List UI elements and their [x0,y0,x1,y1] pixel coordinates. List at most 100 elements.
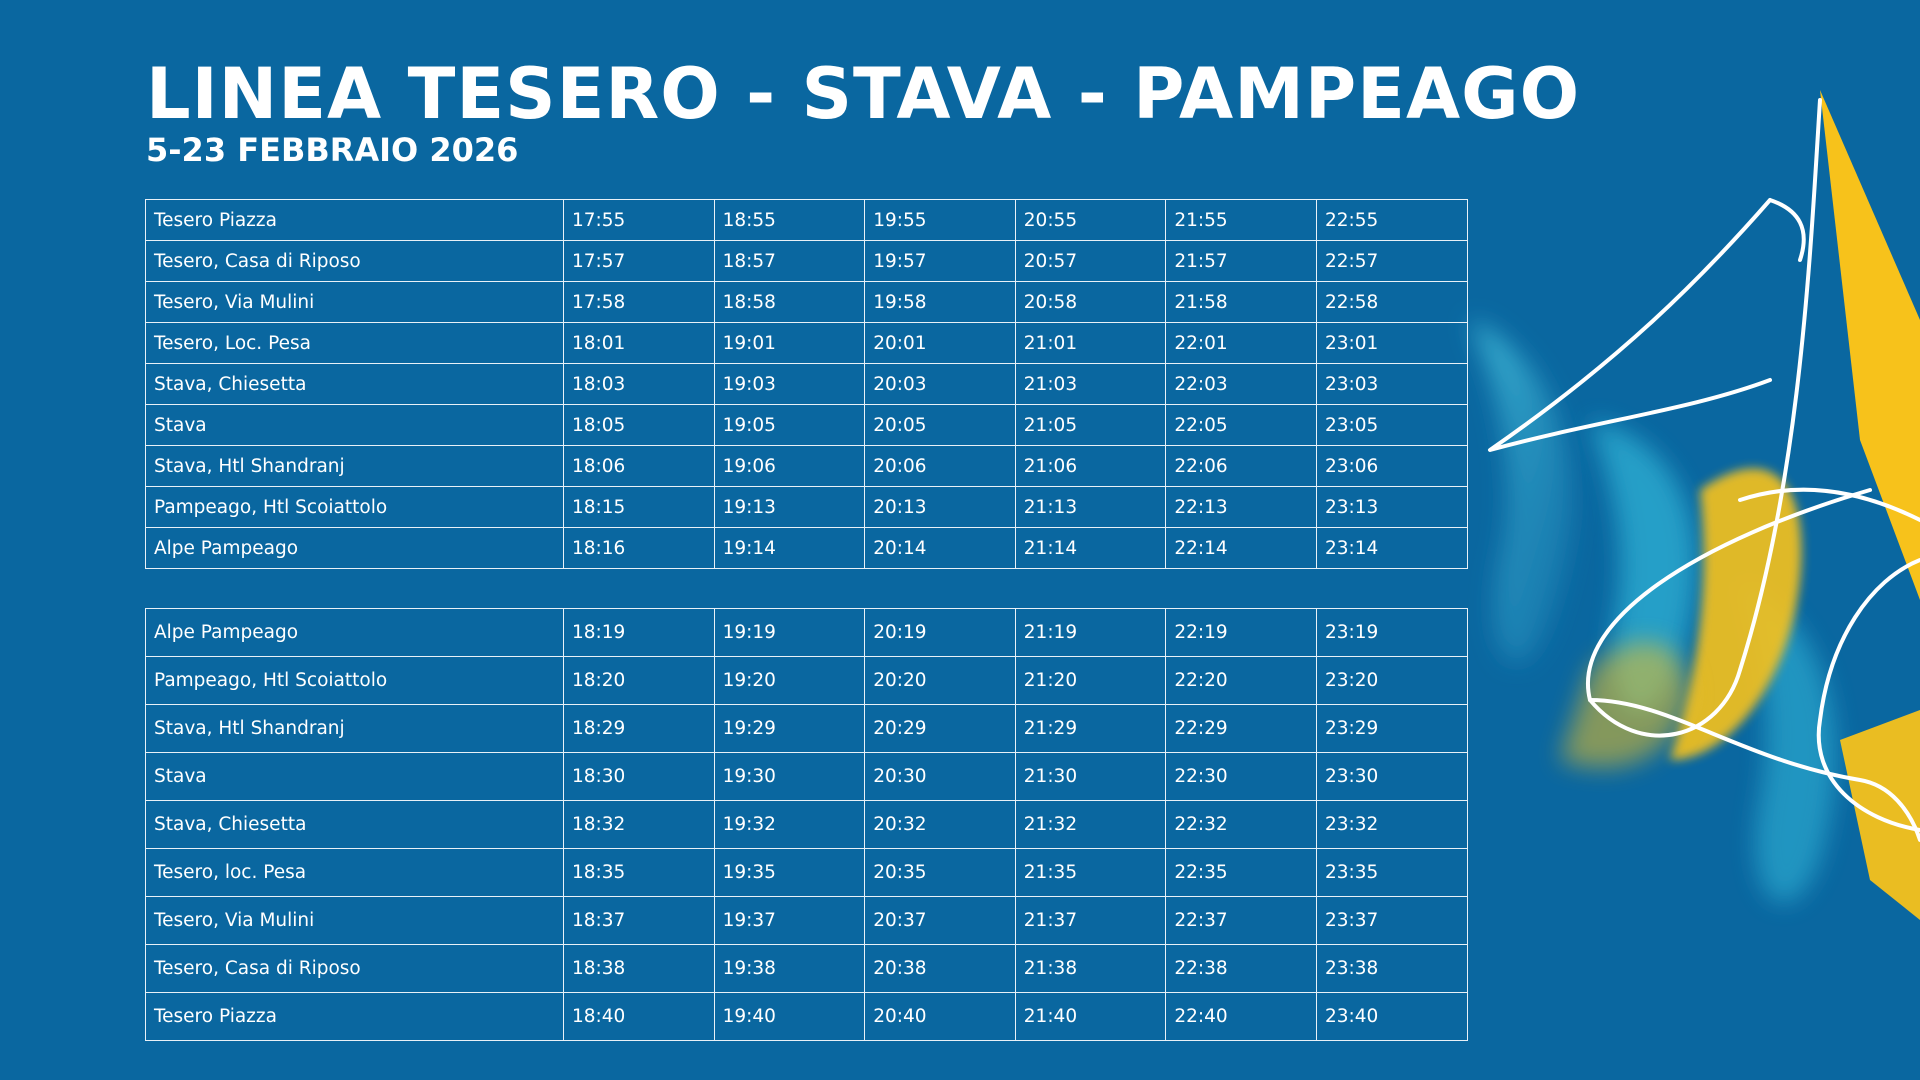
date-range: 5-23 FEBBRAIO 2026 [146,131,519,169]
departure-time-cell: 22:19 [1165,608,1317,657]
departure-time-cell: 21:32 [1014,800,1167,849]
departure-time-cell: 21:13 [1014,486,1167,528]
departure-time-cell: 20:03 [864,363,1016,405]
table-row: Tesero, Loc. Pesa 18:01 19:01 20:01 21:01 22:… [145,322,1468,364]
departure-time-cell: 18:55 [713,199,866,241]
departure-time-cell: 21:19 [1014,608,1167,657]
departure-time-cell: 22:35 [1165,848,1317,897]
departure-time-cell: 22:06 [1165,445,1317,487]
departure-time-cell: 21:05 [1014,404,1167,446]
departure-time-cell: 20:14 [864,527,1016,569]
departure-time-cell: 19:19 [713,608,866,657]
departure-time-cell: 22:32 [1165,800,1317,849]
departure-time-cell: 17:57 [563,240,715,282]
departure-time-cell: 18:06 [563,445,715,487]
departure-time-cell: 20:38 [864,944,1016,993]
table-row: Alpe Pampeago 18:19 19:19 20:19 21:19 22:19 23… [145,608,1468,657]
table-row: Stava, Htl Shandranj 18:06 19:06 20:06 21:06… [145,445,1468,487]
table-row: Stava 18:05 19:05 20:05 21:05 22:05 23:05 [145,404,1468,446]
table-row: Stava, Chiesetta 18:03 19:03 20:03 21:03 22:0… [145,363,1468,405]
return-timetable: Alpe Pampeago 18:19 19:19 20:19 21:19 22:19 23… [145,608,1468,1041]
stop-name-cell: Stava [145,752,564,801]
departure-time-cell: 23:14 [1315,527,1468,569]
departure-time-cell: 20:57 [1014,240,1167,282]
table-row: Stava, Chiesetta 18:32 19:32 20:32 21:32 22:3… [145,800,1468,849]
departure-time-cell: 21:58 [1165,281,1317,323]
stop-name-cell: Tesero, Casa di Riposo [145,240,564,282]
departure-time-cell: 20:29 [864,704,1016,753]
departure-time-cell: 21:30 [1014,752,1167,801]
yellow-shape [1820,90,1920,600]
stop-name-cell: Tesero, Via Mulini [145,281,564,323]
table-row: Tesero, Casa di Riposo 18:38 19:38 20:38 21:… [145,944,1468,993]
departure-time-cell: 22:57 [1315,240,1468,282]
departure-time-cell: 18:37 [563,896,715,945]
departure-time-cell: 19:14 [713,527,866,569]
departure-time-cell: 23:38 [1315,944,1468,993]
departure-time-cell: 22:38 [1165,944,1317,993]
outbound-timetable: Tesero Piazza 17:55 18:55 19:55 20:55 21:55 22… [145,199,1468,569]
departure-time-cell: 22:05 [1165,404,1317,446]
white-ribbon-lines [1488,98,1920,842]
yellow-shape [1840,710,1920,920]
table-row: Tesero, Casa di Riposo 17:57 18:57 19:57 20:… [145,240,1468,282]
table-row: Pampeago, Htl Scoiattolo 18:15 19:13 20:13 2… [145,486,1468,528]
departure-time-cell: 19:35 [713,848,866,897]
stop-name-cell: Stava [145,404,564,446]
stop-name-cell: Pampeago, Htl Scoiattolo [145,486,564,528]
departure-time-cell: 19:03 [713,363,866,405]
departure-time-cell: 20:06 [864,445,1016,487]
departure-time-cell: 23:35 [1315,848,1468,897]
departure-time-cell: 18:58 [713,281,866,323]
table-row: Alpe Pampeago 18:16 19:14 20:14 21:14 22:14 23… [145,527,1468,569]
departure-time-cell: 23:20 [1315,656,1468,705]
departure-time-cell: 18:16 [563,527,715,569]
departure-time-cell: 22:40 [1165,992,1317,1041]
departure-time-cell: 21:01 [1014,322,1167,364]
abstract-ribbon-graphic [1470,90,1920,920]
departure-time-cell: 21:03 [1014,363,1167,405]
stop-name-cell: Tesero Piazza [145,992,564,1041]
stop-name-cell: Tesero, loc. Pesa [145,848,564,897]
cyan-shape [1470,320,1572,663]
departure-time-cell: 23:06 [1315,445,1468,487]
departure-time-cell: 18:38 [563,944,715,993]
departure-time-cell: 18:32 [563,800,715,849]
table-row: Pampeago, Htl Scoiattolo 18:20 19:20 20:20 2… [145,656,1468,705]
table-row: Tesero, Via Mulini 18:37 19:37 20:37 21:37 22… [145,896,1468,945]
departure-time-cell: 23:01 [1315,322,1468,364]
departure-time-cell: 21:29 [1014,704,1167,753]
departure-time-cell: 19:40 [713,992,866,1041]
table-row: Tesero Piazza 18:40 19:40 20:40 21:40 22:40 23… [145,992,1468,1041]
departure-time-cell: 20:01 [864,322,1016,364]
departure-time-cell: 20:13 [864,486,1016,528]
departure-time-cell: 23:29 [1315,704,1468,753]
departure-time-cell: 23:03 [1315,363,1468,405]
departure-time-cell: 19:57 [864,240,1016,282]
table-row: Tesero, loc. Pesa 18:35 19:35 20:35 21:35 22:… [145,848,1468,897]
departure-time-cell: 22:03 [1165,363,1317,405]
departure-time-cell: 19:58 [864,281,1016,323]
departure-time-cell: 19:20 [713,656,866,705]
departure-time-cell: 19:30 [713,752,866,801]
departure-time-cell: 17:58 [563,281,715,323]
stop-name-cell: Pampeago, Htl Scoiattolo [145,656,564,705]
departure-time-cell: 19:13 [713,486,866,528]
departure-time-cell: 20:32 [864,800,1016,849]
departure-time-cell: 23:05 [1315,404,1468,446]
departure-time-cell: 19:05 [713,404,866,446]
departure-time-cell: 20:30 [864,752,1016,801]
cyan-shape [1590,420,1696,714]
departure-time-cell: 22:29 [1165,704,1317,753]
departure-time-cell: 23:32 [1315,800,1468,849]
departure-time-cell: 18:57 [713,240,866,282]
departure-time-cell: 19:38 [713,944,866,993]
departure-time-cell: 18:20 [563,656,715,705]
stop-name-cell: Stava, Chiesetta [145,363,564,405]
departure-time-cell: 17:55 [563,199,715,241]
stop-name-cell: Stava, Chiesetta [145,800,564,849]
departure-time-cell: 21:37 [1014,896,1167,945]
stop-name-cell: Alpe Pampeago [145,608,564,657]
table-row: Stava 18:30 19:30 20:30 21:30 22:30 23:30 [145,752,1468,801]
departure-time-cell: 19:32 [713,800,866,849]
